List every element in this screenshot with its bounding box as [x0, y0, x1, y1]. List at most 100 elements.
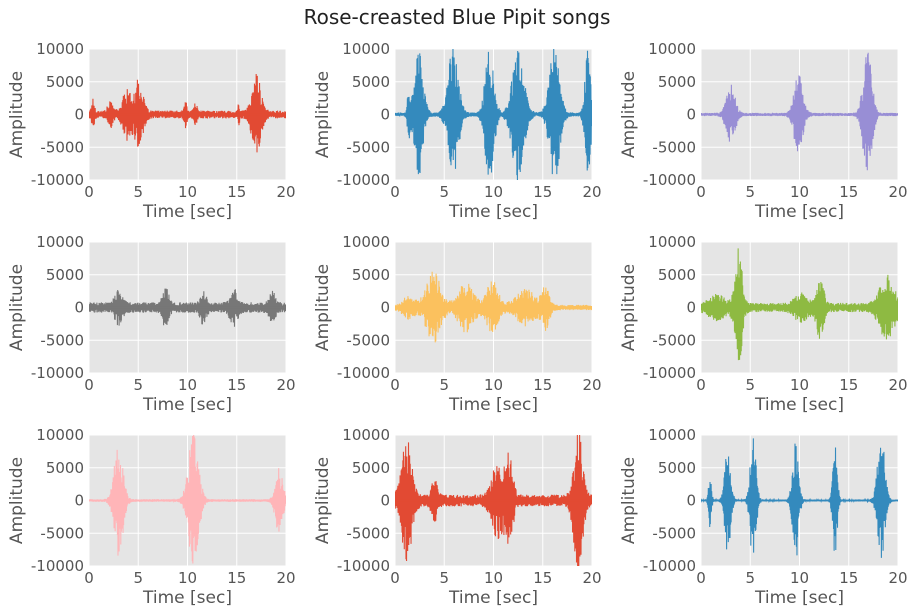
x-tick-label: 10	[790, 183, 809, 201]
y-tick-label: 5000	[352, 73, 390, 91]
y-tick-label: 5000	[46, 73, 84, 91]
y-tick-label: -5000	[652, 524, 696, 542]
y-tick-label: -5000	[652, 331, 696, 349]
y-tick-label: 5000	[658, 73, 696, 91]
x-tick-label: 5	[745, 376, 755, 394]
subplot-6: 0 5 10 15 20 -10000 -5000 0 5000 10000 Time [sec] A…	[619, 233, 908, 415]
x-axis-label: Time [sec]	[142, 588, 232, 608]
waveform-line	[89, 288, 286, 327]
x-tick-label: 0	[84, 569, 94, 587]
y-tick-label: 10000	[648, 426, 696, 444]
y-tick-label: 10000	[342, 233, 390, 251]
x-axis-label: Time [sec]	[448, 395, 538, 415]
y-axis-label: Amplitude	[7, 71, 27, 158]
x-tick-label: 5	[133, 569, 143, 587]
y-tick-label: 0	[686, 299, 696, 317]
x-tick-label: 15	[533, 569, 552, 587]
x-tick-label: 20	[276, 569, 295, 587]
x-tick-label: 0	[390, 569, 400, 587]
x-tick-label: 20	[276, 376, 295, 394]
y-tick-label: -5000	[346, 138, 390, 156]
y-tick-label: 5000	[352, 266, 390, 284]
y-axis-label: Amplitude	[7, 264, 27, 351]
subplot-8: 0 5 10 15 20 -10000 -5000 0 5000 10000 Time [sec] A…	[313, 426, 602, 608]
x-tick-label: 15	[227, 569, 246, 587]
y-axis-label: Amplitude	[313, 457, 333, 544]
y-tick-label: -10000	[337, 557, 390, 575]
x-tick-label: 0	[696, 376, 706, 394]
y-tick-label: 0	[686, 492, 696, 510]
x-axis-label: Time [sec]	[448, 202, 538, 222]
y-tick-label: 0	[380, 106, 390, 124]
y-tick-label: 10000	[342, 426, 390, 444]
x-tick-label: 10	[178, 183, 197, 201]
y-tick-label: 0	[380, 299, 390, 317]
y-tick-label: -5000	[40, 524, 84, 542]
x-tick-label: 20	[276, 183, 295, 201]
y-tick-label: -10000	[337, 171, 390, 189]
x-tick-label: 10	[484, 569, 503, 587]
y-tick-label: 10000	[648, 40, 696, 58]
x-axis-label: Time [sec]	[754, 588, 844, 608]
x-tick-label: 5	[745, 569, 755, 587]
x-tick-label: 0	[84, 376, 94, 394]
x-axis-label: Time [sec]	[142, 202, 232, 222]
y-tick-label: -5000	[40, 331, 84, 349]
x-tick-label: 10	[790, 376, 809, 394]
x-tick-label: 20	[888, 183, 907, 201]
x-tick-label: 10	[484, 376, 503, 394]
y-axis-label: Amplitude	[619, 264, 639, 351]
x-tick-label: 15	[839, 569, 858, 587]
y-tick-label: 10000	[36, 233, 84, 251]
y-tick-label: -10000	[31, 557, 84, 575]
y-tick-label: 0	[74, 106, 84, 124]
x-tick-label: 20	[582, 376, 601, 394]
x-tick-label: 15	[227, 376, 246, 394]
y-tick-label: 0	[686, 106, 696, 124]
y-axis-label: Amplitude	[7, 457, 27, 544]
waveform-line	[395, 435, 592, 566]
subplot-2: 0 5 10 15 20 -10000 -5000 0 5000 10000 Time [sec] A…	[313, 40, 602, 222]
subplot-1: 0 5 10 15 20 -10000 -5000 0 5000 10000 Time [sec] A…	[7, 40, 296, 222]
y-tick-label: -10000	[337, 364, 390, 382]
y-tick-label: 5000	[352, 459, 390, 477]
waveform-line	[395, 271, 592, 343]
y-tick-label: 10000	[36, 426, 84, 444]
x-axis-label: Time [sec]	[754, 395, 844, 415]
x-tick-label: 15	[839, 376, 858, 394]
subplot-4: 0 5 10 15 20 -10000 -5000 0 5000 10000 Time [sec] A…	[7, 233, 296, 415]
x-tick-label: 20	[888, 569, 907, 587]
y-tick-label: -5000	[346, 331, 390, 349]
y-tick-label: 5000	[46, 266, 84, 284]
y-tick-label: -10000	[643, 364, 696, 382]
y-tick-label: 10000	[36, 40, 84, 58]
y-tick-label: 10000	[342, 40, 390, 58]
y-tick-label: -10000	[643, 171, 696, 189]
x-tick-label: 0	[696, 569, 706, 587]
x-axis-label: Time [sec]	[142, 395, 232, 415]
y-tick-label: -5000	[652, 138, 696, 156]
y-tick-label: 5000	[46, 459, 84, 477]
x-tick-label: 10	[178, 569, 197, 587]
y-tick-label: -10000	[31, 364, 84, 382]
y-tick-label: -10000	[643, 557, 696, 575]
y-tick-label: 0	[380, 492, 390, 510]
x-tick-label: 10	[484, 183, 503, 201]
x-tick-label: 0	[390, 376, 400, 394]
y-tick-label: 0	[74, 492, 84, 510]
x-tick-label: 5	[133, 376, 143, 394]
x-tick-label: 15	[533, 376, 552, 394]
waveform-line	[89, 73, 286, 153]
subplot-3: 0 5 10 15 20 -10000 -5000 0 5000 10000 Time [sec] A…	[619, 40, 908, 222]
x-axis-label: Time [sec]	[448, 588, 538, 608]
x-tick-label: 5	[439, 569, 449, 587]
x-tick-label: 15	[533, 183, 552, 201]
x-tick-label: 15	[839, 183, 858, 201]
x-tick-label: 20	[582, 569, 601, 587]
waveform-line	[701, 52, 898, 171]
x-tick-label: 5	[133, 183, 143, 201]
y-tick-label: -5000	[346, 524, 390, 542]
subplot-9: 0 5 10 15 20 -10000 -5000 0 5000 10000 Time [sec] A…	[619, 426, 908, 608]
